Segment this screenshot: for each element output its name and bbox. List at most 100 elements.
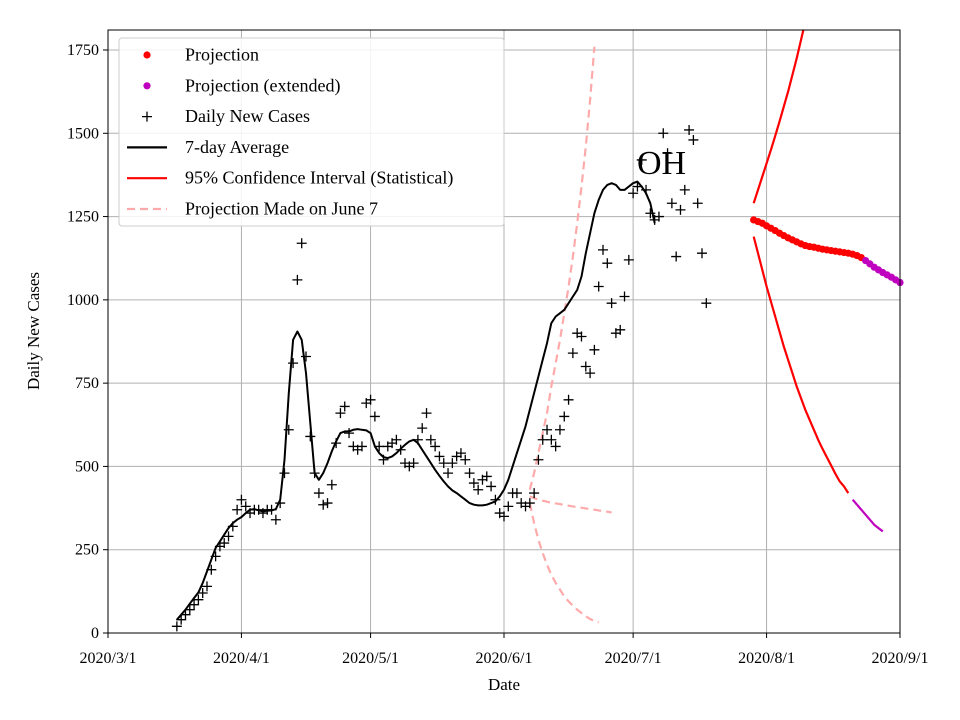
legend-item: Daily New Cases — [142, 106, 310, 126]
daily-case-point — [567, 348, 578, 359]
y-tick-label: 250 — [75, 542, 99, 559]
daily-case-point — [318, 499, 329, 510]
y-tick-label: 1000 — [67, 292, 99, 309]
y-tick-label: 0 — [91, 625, 99, 642]
daily-case-point — [378, 454, 389, 465]
daily-case-point — [240, 501, 251, 512]
y-tick-label: 1750 — [67, 42, 99, 59]
projection-series — [750, 216, 904, 287]
daily-case-point — [301, 351, 311, 362]
daily-case-point — [210, 551, 221, 562]
daily-case-point — [593, 281, 604, 292]
daily-case-point — [206, 564, 217, 575]
daily-case-point — [279, 468, 290, 479]
legend-item: Projection — [143, 45, 259, 65]
daily-case-point — [339, 401, 350, 412]
daily-case-point — [486, 481, 497, 492]
daily-case-point — [632, 181, 643, 192]
daily-case-point — [180, 609, 191, 620]
daily-case-point — [434, 451, 445, 462]
daily-case-point — [499, 511, 509, 522]
daily-case-point — [511, 488, 522, 499]
june7-lower-line — [528, 502, 600, 624]
daily-case-point — [232, 504, 243, 515]
daily-case-point — [202, 581, 212, 592]
daily-case-point — [344, 428, 355, 439]
legend-label: Daily New Cases — [185, 106, 310, 126]
x-tick-label: 2020/5/1 — [342, 650, 399, 667]
legend-item: Projection (extended) — [143, 75, 340, 96]
legend-plus-symbol — [142, 111, 152, 122]
legend-dot-symbol — [143, 51, 151, 59]
daily-case-point — [391, 434, 402, 445]
daily-case-point — [464, 468, 475, 479]
x-tick-label: 2020/7/1 — [605, 650, 662, 667]
daily-case-point — [628, 188, 639, 199]
daily-case-point — [602, 258, 613, 269]
legend-label: Projection (extended) — [185, 75, 340, 96]
daily-case-point — [447, 458, 458, 469]
daily-case-point — [490, 494, 501, 505]
legend: Projection Projection (extended) Daily New… — [118, 37, 505, 227]
daily-case-point — [468, 478, 479, 489]
daily-case-point — [636, 154, 647, 165]
ci-upper-line — [752, 30, 805, 204]
daily-case-point — [589, 344, 600, 355]
daily-case-point — [296, 238, 307, 249]
june7-projection-series — [528, 46, 612, 624]
daily-case-point — [666, 198, 677, 209]
daily-case-point — [184, 604, 195, 615]
daily-case-point — [585, 368, 596, 379]
y-tick-label: 750 — [75, 375, 99, 392]
daily-case-point — [438, 458, 449, 469]
daily-case-point — [554, 424, 565, 435]
y-tick-label: 1500 — [67, 125, 99, 142]
confidence-interval-series — [752, 30, 884, 533]
daily-case-point — [408, 458, 419, 469]
daily-case-point — [619, 291, 630, 302]
daily-case-point — [443, 468, 454, 479]
daily-case-point — [421, 408, 432, 419]
daily-case-point — [550, 441, 561, 452]
daily-case-point — [615, 324, 626, 335]
daily-case-point — [675, 204, 686, 215]
daily-case-point — [473, 484, 484, 495]
daily-case-point — [576, 331, 587, 342]
legend-dot-symbol — [143, 82, 151, 90]
daily-case-point — [580, 361, 591, 372]
daily-case-point — [542, 424, 553, 435]
june7-upper-line — [528, 46, 596, 490]
daily-case-point — [537, 434, 548, 445]
x-tick-label: 2020/4/1 — [213, 650, 270, 667]
daily-case-point — [658, 128, 669, 139]
legend-box — [118, 37, 505, 227]
daily-case-point — [455, 448, 466, 459]
daily-case-point — [227, 521, 238, 532]
daily-case-point — [701, 298, 712, 309]
daily-cases-series — [171, 124, 712, 632]
daily-case-point — [270, 514, 281, 525]
daily-case-point — [219, 538, 230, 549]
daily-case-point — [176, 614, 187, 625]
daily-case-point — [266, 504, 277, 515]
y-axis-label: Daily New Cases — [24, 272, 43, 390]
daily-case-point — [197, 588, 208, 599]
legend-label: Projection — [185, 45, 259, 65]
legend-item: 95% Confidence Interval (Statistical) — [127, 168, 453, 189]
daily-case-point — [653, 211, 664, 222]
daily-case-point — [645, 208, 656, 219]
daily-case-point — [305, 431, 316, 442]
daily-case-point — [684, 124, 695, 135]
daily-case-point — [326, 479, 337, 490]
daily-case-point — [559, 411, 570, 422]
daily-case-point — [524, 498, 535, 509]
x-tick-label: 2020/8/1 — [738, 650, 795, 667]
daily-case-point — [623, 254, 634, 265]
daily-case-point — [563, 394, 574, 405]
legend-label: 95% Confidence Interval (Statistical) — [185, 168, 453, 189]
daily-case-point — [692, 198, 703, 209]
daily-case-point — [697, 248, 707, 259]
june7-center-line — [529, 495, 612, 514]
daily-case-point — [313, 488, 324, 499]
